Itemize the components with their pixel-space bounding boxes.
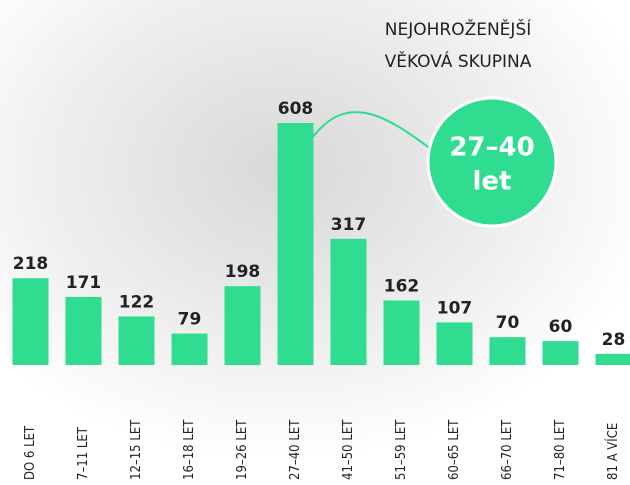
chart: NEJOHROŽENĚJŠÍ VĚKOVÁ SKUPINA 27–40 let …: [0, 0, 630, 485]
x-tick-label: 60–65 LET: [447, 419, 462, 480]
value-label: 218: [13, 254, 49, 274]
bar: [119, 316, 155, 365]
value-label: 122: [119, 292, 155, 312]
bar: [490, 337, 526, 365]
bar: [331, 239, 367, 365]
highlight-label: 27–40: [449, 133, 534, 163]
value-label: 317: [331, 215, 367, 235]
bar: [66, 297, 102, 365]
value-label: 79: [178, 310, 202, 330]
value-label: 28: [602, 330, 626, 350]
highlight-label: let: [473, 167, 512, 197]
x-tick-label: 16–18 LET: [182, 419, 197, 480]
title-line: VĚKOVÁ SKUPINA: [385, 50, 532, 72]
bar: [13, 278, 49, 365]
x-tick-label: 7–11 LET: [76, 426, 91, 480]
bar: [437, 322, 473, 365]
x-tick-label: DO 6 LET: [23, 425, 38, 480]
x-tick-label: 27–40 LET: [288, 419, 303, 480]
x-tick-label: 12–15 LET: [129, 419, 144, 480]
x-tick-label: 66–70 LET: [500, 419, 515, 480]
x-tick-label: 51–59 LET: [394, 419, 409, 480]
value-label: 162: [384, 277, 420, 297]
title-line: NEJOHROŽENĚJŠÍ: [385, 18, 532, 40]
value-label: 60: [549, 317, 573, 337]
x-tick-label: 81 A VÍCE: [605, 423, 621, 480]
bar: [543, 341, 579, 365]
value-label: 608: [278, 99, 314, 119]
x-tick-label: 41–50 LET: [341, 419, 356, 480]
value-label: 70: [496, 313, 520, 333]
x-tick-label: 71–80 LET: [553, 419, 568, 480]
value-label: 198: [225, 262, 261, 282]
value-label: 171: [66, 273, 102, 293]
bar: [225, 286, 261, 365]
value-label: 107: [437, 298, 473, 318]
background: [0, 0, 630, 485]
bar: [384, 301, 420, 365]
bar: [172, 334, 208, 365]
bar: [596, 354, 630, 365]
bar: [278, 123, 314, 365]
x-tick-label: 19–26 LET: [235, 419, 250, 480]
